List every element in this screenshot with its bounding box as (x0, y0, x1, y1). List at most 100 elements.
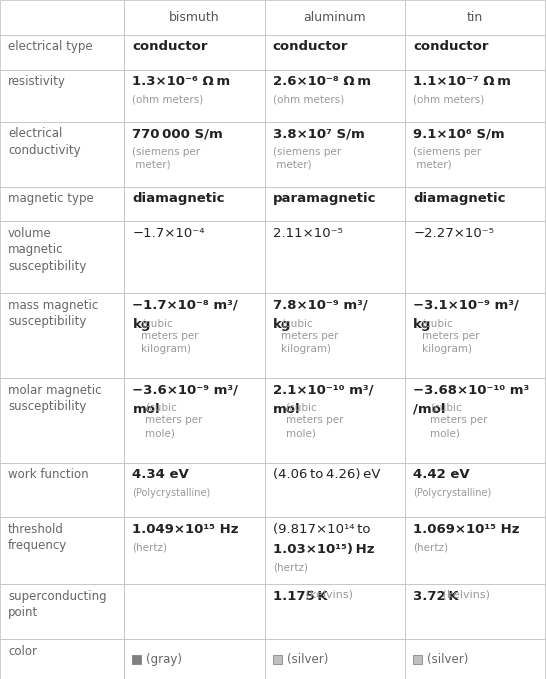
Text: conductor: conductor (133, 40, 208, 54)
Text: tin: tin (467, 11, 483, 24)
Text: (siemens per
 meter): (siemens per meter) (413, 147, 481, 170)
Text: work function: work function (8, 468, 88, 481)
Text: conductor: conductor (413, 40, 489, 54)
Text: diamagnetic: diamagnetic (133, 192, 225, 205)
Bar (133, 655, 141, 663)
Text: (cubic
meters per
kilogram): (cubic meters per kilogram) (141, 318, 198, 354)
Text: aluminum: aluminum (304, 11, 366, 24)
Text: −3.6×10⁻⁹ m³/: −3.6×10⁻⁹ m³/ (133, 384, 239, 397)
Bar (0, 639, 124, 679)
Text: threshold
frequency: threshold frequency (8, 523, 67, 552)
Bar (405, 70, 545, 122)
Text: (gray): (gray) (146, 653, 182, 665)
Bar (405, 35, 545, 70)
Bar (265, 0, 405, 35)
Text: mol: mol (133, 403, 160, 416)
Bar (124, 35, 265, 70)
Text: (cubic
meters per
mole): (cubic meters per mole) (145, 403, 203, 438)
Text: 4.42 eV: 4.42 eV (413, 468, 470, 481)
Text: (hertz): (hertz) (133, 543, 168, 553)
Bar (265, 293, 405, 378)
Text: −3.1×10⁻⁹ m³/: −3.1×10⁻⁹ m³/ (413, 299, 519, 312)
Text: electrical type: electrical type (8, 40, 93, 54)
Bar (265, 70, 405, 122)
Bar (265, 35, 405, 70)
Bar (265, 378, 405, 462)
Bar (124, 517, 265, 585)
Text: (cubic
meters per
kilogram): (cubic meters per kilogram) (422, 318, 479, 354)
Text: conductor: conductor (273, 40, 348, 54)
Text: (cubic
meters per
mole): (cubic meters per mole) (430, 403, 488, 438)
Text: mass magnetic
susceptibility: mass magnetic susceptibility (8, 299, 98, 329)
Text: 3.72 K: 3.72 K (413, 590, 459, 603)
Text: (silver): (silver) (427, 653, 468, 665)
Text: (kelvins): (kelvins) (302, 590, 353, 600)
Bar (0, 122, 124, 187)
Text: 3.8×10⁷ S/m: 3.8×10⁷ S/m (273, 128, 365, 141)
Text: 1.3×10⁻⁶ Ω m: 1.3×10⁻⁶ Ω m (133, 75, 230, 88)
Text: 1.1×10⁻⁷ Ω m: 1.1×10⁻⁷ Ω m (413, 75, 511, 88)
Text: kg: kg (133, 318, 151, 331)
Bar (265, 639, 405, 679)
Text: (ohm meters): (ohm meters) (133, 95, 204, 105)
Bar (0, 378, 124, 462)
Bar (405, 517, 545, 585)
Bar (124, 639, 265, 679)
Bar (405, 462, 545, 517)
Text: (Polycrystalline): (Polycrystalline) (413, 488, 491, 498)
Bar (0, 517, 124, 585)
Text: bismuth: bismuth (169, 11, 220, 24)
Bar (0, 293, 124, 378)
Bar (0, 221, 124, 293)
Bar (124, 378, 265, 462)
Text: superconducting
point: superconducting point (8, 590, 106, 619)
Text: 2.11×10⁻⁵: 2.11×10⁻⁵ (273, 227, 343, 240)
Text: volume
magnetic
susceptibility: volume magnetic susceptibility (8, 227, 86, 273)
Text: (hertz): (hertz) (273, 562, 308, 572)
Text: kg: kg (273, 318, 291, 331)
Text: diamagnetic: diamagnetic (413, 192, 506, 205)
Bar (405, 378, 545, 462)
Bar (0, 70, 124, 122)
Bar (124, 187, 265, 221)
Text: 7.8×10⁻⁹ m³/: 7.8×10⁻⁹ m³/ (273, 299, 367, 312)
Text: (9.817×10¹⁴ to: (9.817×10¹⁴ to (273, 523, 370, 536)
Text: −1.7×10⁻⁴: −1.7×10⁻⁴ (133, 227, 205, 240)
Text: −3.68×10⁻¹⁰ m³: −3.68×10⁻¹⁰ m³ (413, 384, 530, 397)
Text: magnetic type: magnetic type (8, 192, 94, 205)
Bar (124, 585, 265, 639)
Text: 1.03×10¹⁵) Hz: 1.03×10¹⁵) Hz (273, 543, 375, 555)
Text: molar magnetic
susceptibility: molar magnetic susceptibility (8, 384, 102, 413)
Bar (124, 221, 265, 293)
Text: electrical
conductivity: electrical conductivity (8, 128, 81, 157)
Text: (ohm meters): (ohm meters) (273, 95, 344, 105)
Bar (265, 462, 405, 517)
Text: resistivity: resistivity (8, 75, 66, 88)
Bar (265, 122, 405, 187)
Bar (265, 187, 405, 221)
Text: 1.175 K: 1.175 K (273, 590, 327, 603)
Text: 9.1×10⁶ S/m: 9.1×10⁶ S/m (413, 128, 505, 141)
Bar (413, 655, 422, 663)
Bar (0, 585, 124, 639)
Bar (265, 221, 405, 293)
Bar (0, 462, 124, 517)
Bar (405, 221, 545, 293)
Text: (siemens per
 meter): (siemens per meter) (133, 147, 200, 170)
Text: (kelvins): (kelvins) (438, 590, 490, 600)
Text: (cubic
meters per
mole): (cubic meters per mole) (286, 403, 343, 438)
Bar (124, 122, 265, 187)
Bar (273, 655, 282, 663)
Text: (4.06 to 4.26) eV: (4.06 to 4.26) eV (273, 468, 381, 481)
Text: 1.049×10¹⁵ Hz: 1.049×10¹⁵ Hz (133, 523, 239, 536)
Text: 4.34 eV: 4.34 eV (133, 468, 189, 481)
Text: (ohm meters): (ohm meters) (413, 95, 484, 105)
Bar (405, 0, 545, 35)
Text: color: color (8, 644, 37, 658)
Text: (siemens per
 meter): (siemens per meter) (273, 147, 341, 170)
Bar (405, 293, 545, 378)
Bar (0, 0, 124, 35)
Text: 770 000 S/m: 770 000 S/m (133, 128, 223, 141)
Bar (405, 187, 545, 221)
Text: (cubic
meters per
kilogram): (cubic meters per kilogram) (281, 318, 339, 354)
